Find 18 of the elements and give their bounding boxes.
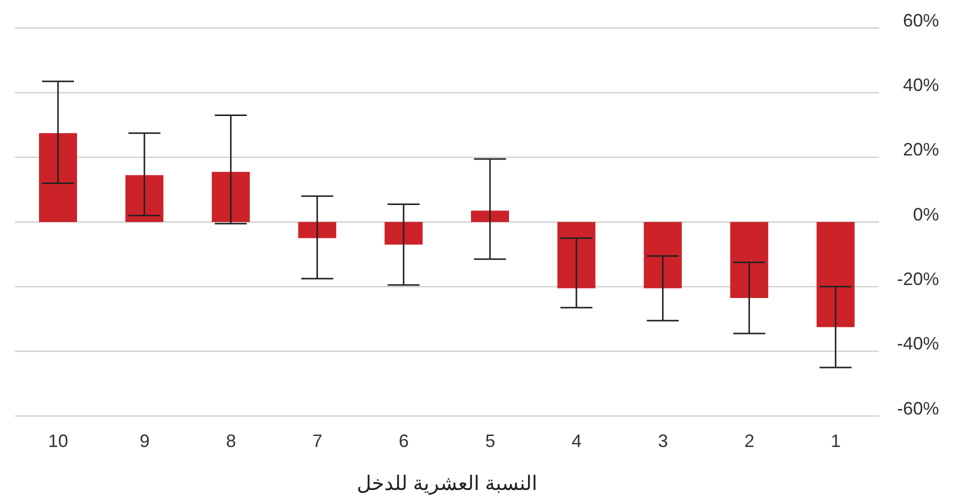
- x-axis-title: النسبة العشرية للدخل: [356, 473, 538, 495]
- y-tick-label: 0%: [912, 204, 939, 224]
- y-tick-label: 40%: [902, 75, 939, 96]
- x-tick-label: 8: [226, 430, 236, 451]
- x-tick-label: 3: [658, 430, 668, 451]
- y-tick-label: 60%: [902, 10, 939, 30]
- y-tick-label: -20%: [896, 269, 939, 290]
- x-tick-label: 4: [572, 430, 582, 451]
- y-tick-label: -60%: [896, 398, 939, 418]
- x-tick-label: 2: [744, 430, 754, 451]
- x-tick-label: 9: [140, 430, 150, 451]
- y-tick-label: 20%: [902, 140, 939, 160]
- x-tick-label: 10: [48, 430, 68, 451]
- x-tick-label: 7: [312, 430, 322, 451]
- x-tick-label: 6: [398, 430, 409, 451]
- y-tick-label: -40%: [896, 334, 939, 354]
- x-tick-label: 1: [830, 430, 841, 451]
- x-tick-label: 5: [485, 430, 496, 451]
